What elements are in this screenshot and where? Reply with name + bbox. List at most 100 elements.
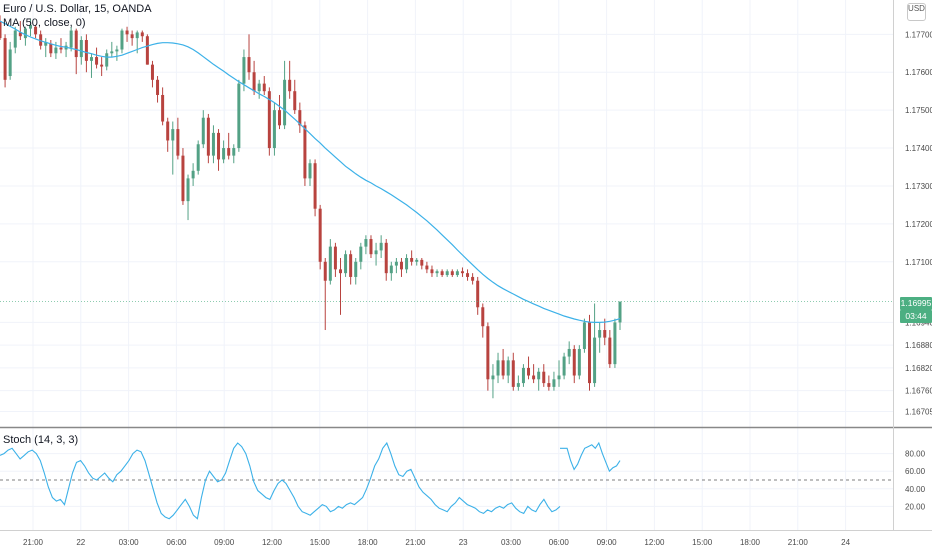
- candle-body: [344, 254, 348, 274]
- time-axis-label: 12:00: [644, 538, 665, 547]
- stoch-line-recent: [560, 441, 621, 473]
- candle-body: [181, 155, 185, 202]
- candle-body: [150, 64, 154, 80]
- candle-body: [176, 129, 180, 156]
- candle-body: [354, 261, 358, 277]
- candle-body: [491, 375, 495, 380]
- candle-body: [384, 242, 388, 274]
- candle-body: [516, 383, 520, 387]
- price-axis-label: 1.17400: [905, 144, 932, 153]
- candle-body: [486, 326, 490, 380]
- candle-body: [506, 360, 510, 376]
- time-axis-label: 15:00: [692, 538, 713, 547]
- candle-body: [23, 28, 27, 39]
- candle-body: [69, 30, 73, 48]
- last-price-tag: 1.16995: [900, 297, 932, 310]
- candle-body: [394, 261, 398, 266]
- currency-badge[interactable]: USD: [907, 3, 926, 21]
- stoch-line: [0, 441, 561, 520]
- price-axis-label: 1.16880: [905, 341, 932, 350]
- candle-body: [582, 322, 586, 349]
- symbol-title[interactable]: Euro / U.S. Dollar, 15, OANDA: [3, 3, 152, 15]
- candle-body: [313, 163, 317, 209]
- stoch-axis-label: 40.00: [905, 485, 926, 494]
- candle-body: [201, 117, 205, 145]
- candle-body: [476, 280, 480, 308]
- candle-body: [374, 250, 378, 255]
- candle-body: [511, 360, 515, 387]
- candle-body: [618, 301, 622, 323]
- candle-body: [237, 83, 241, 149]
- candle-body: [577, 348, 581, 376]
- candle-body: [521, 367, 525, 384]
- candle-body: [145, 36, 149, 65]
- stoch-axis-label: 80.00: [905, 450, 926, 459]
- time-axis-label: 24: [841, 538, 850, 547]
- stochastic-indicator-label[interactable]: Stoch (14, 3, 3): [3, 434, 79, 446]
- candle-body: [567, 348, 571, 357]
- candle-body: [89, 57, 93, 61]
- time-axis-label: 18:00: [358, 538, 379, 547]
- time-axis-label: 03:00: [501, 538, 522, 547]
- candle-body: [13, 30, 17, 48]
- candle-body: [471, 276, 475, 281]
- candle-body: [430, 269, 434, 274]
- candle-body: [440, 271, 444, 276]
- candle-body: [552, 379, 556, 387]
- candle-body: [547, 383, 551, 387]
- candle-body: [166, 121, 170, 141]
- candle-body: [288, 79, 292, 92]
- candle-body: [466, 273, 470, 277]
- candle-body: [593, 337, 597, 384]
- candles-layer: [0, 15, 622, 399]
- candle-body: [435, 271, 439, 274]
- candle-body: [206, 117, 210, 156]
- candle-body: [272, 110, 276, 149]
- candle-body: [369, 239, 373, 255]
- candle-body: [232, 148, 236, 156]
- time-axis-label: 21:00: [23, 538, 44, 547]
- candle-body: [481, 307, 485, 327]
- stoch-axis-label: 20.00: [905, 502, 926, 511]
- candle-body: [537, 371, 541, 380]
- candle-body: [293, 91, 297, 111]
- price-axis-label: 1.16820: [905, 364, 932, 373]
- time-axis-label: 18:00: [740, 538, 761, 547]
- candle-body: [450, 271, 454, 276]
- candle-body: [425, 265, 429, 270]
- candle-body: [415, 259, 419, 262]
- moving-average-line: [0, 20, 621, 323]
- price-axis-label: 1.17600: [905, 68, 932, 77]
- candle-body: [298, 110, 302, 126]
- time-axis-label: 22: [76, 538, 85, 547]
- moving-average-layer: [0, 20, 893, 323]
- candle-body: [105, 53, 109, 67]
- stochastic-layer: [0, 441, 893, 520]
- candle-body: [262, 83, 266, 92]
- candle-body: [34, 26, 38, 35]
- candle-body: [120, 30, 124, 50]
- candle-body: [186, 178, 190, 202]
- candle-body: [588, 322, 592, 384]
- candle-body: [8, 49, 12, 77]
- time-axis-label: 23: [459, 538, 468, 547]
- time-axis-label: 21:00: [788, 538, 809, 547]
- candle-body: [217, 132, 221, 160]
- time-axis-label: 21:00: [405, 538, 426, 547]
- candle-body: [572, 348, 576, 376]
- candle-body: [110, 51, 114, 54]
- ma-indicator-label[interactable]: MA (50, close, 0): [3, 17, 86, 29]
- time-axis-label: 15:00: [310, 538, 331, 547]
- candle-body: [196, 144, 200, 171]
- candle-body: [338, 269, 342, 274]
- candle-body: [613, 322, 617, 365]
- candle-body: [95, 57, 99, 65]
- candle-body: [59, 47, 63, 50]
- time-axis-label: 06:00: [549, 538, 570, 547]
- candle-body: [303, 125, 307, 179]
- price-axis-label: 1.17200: [905, 220, 932, 229]
- candle-body: [323, 261, 327, 281]
- candle-body: [39, 34, 43, 46]
